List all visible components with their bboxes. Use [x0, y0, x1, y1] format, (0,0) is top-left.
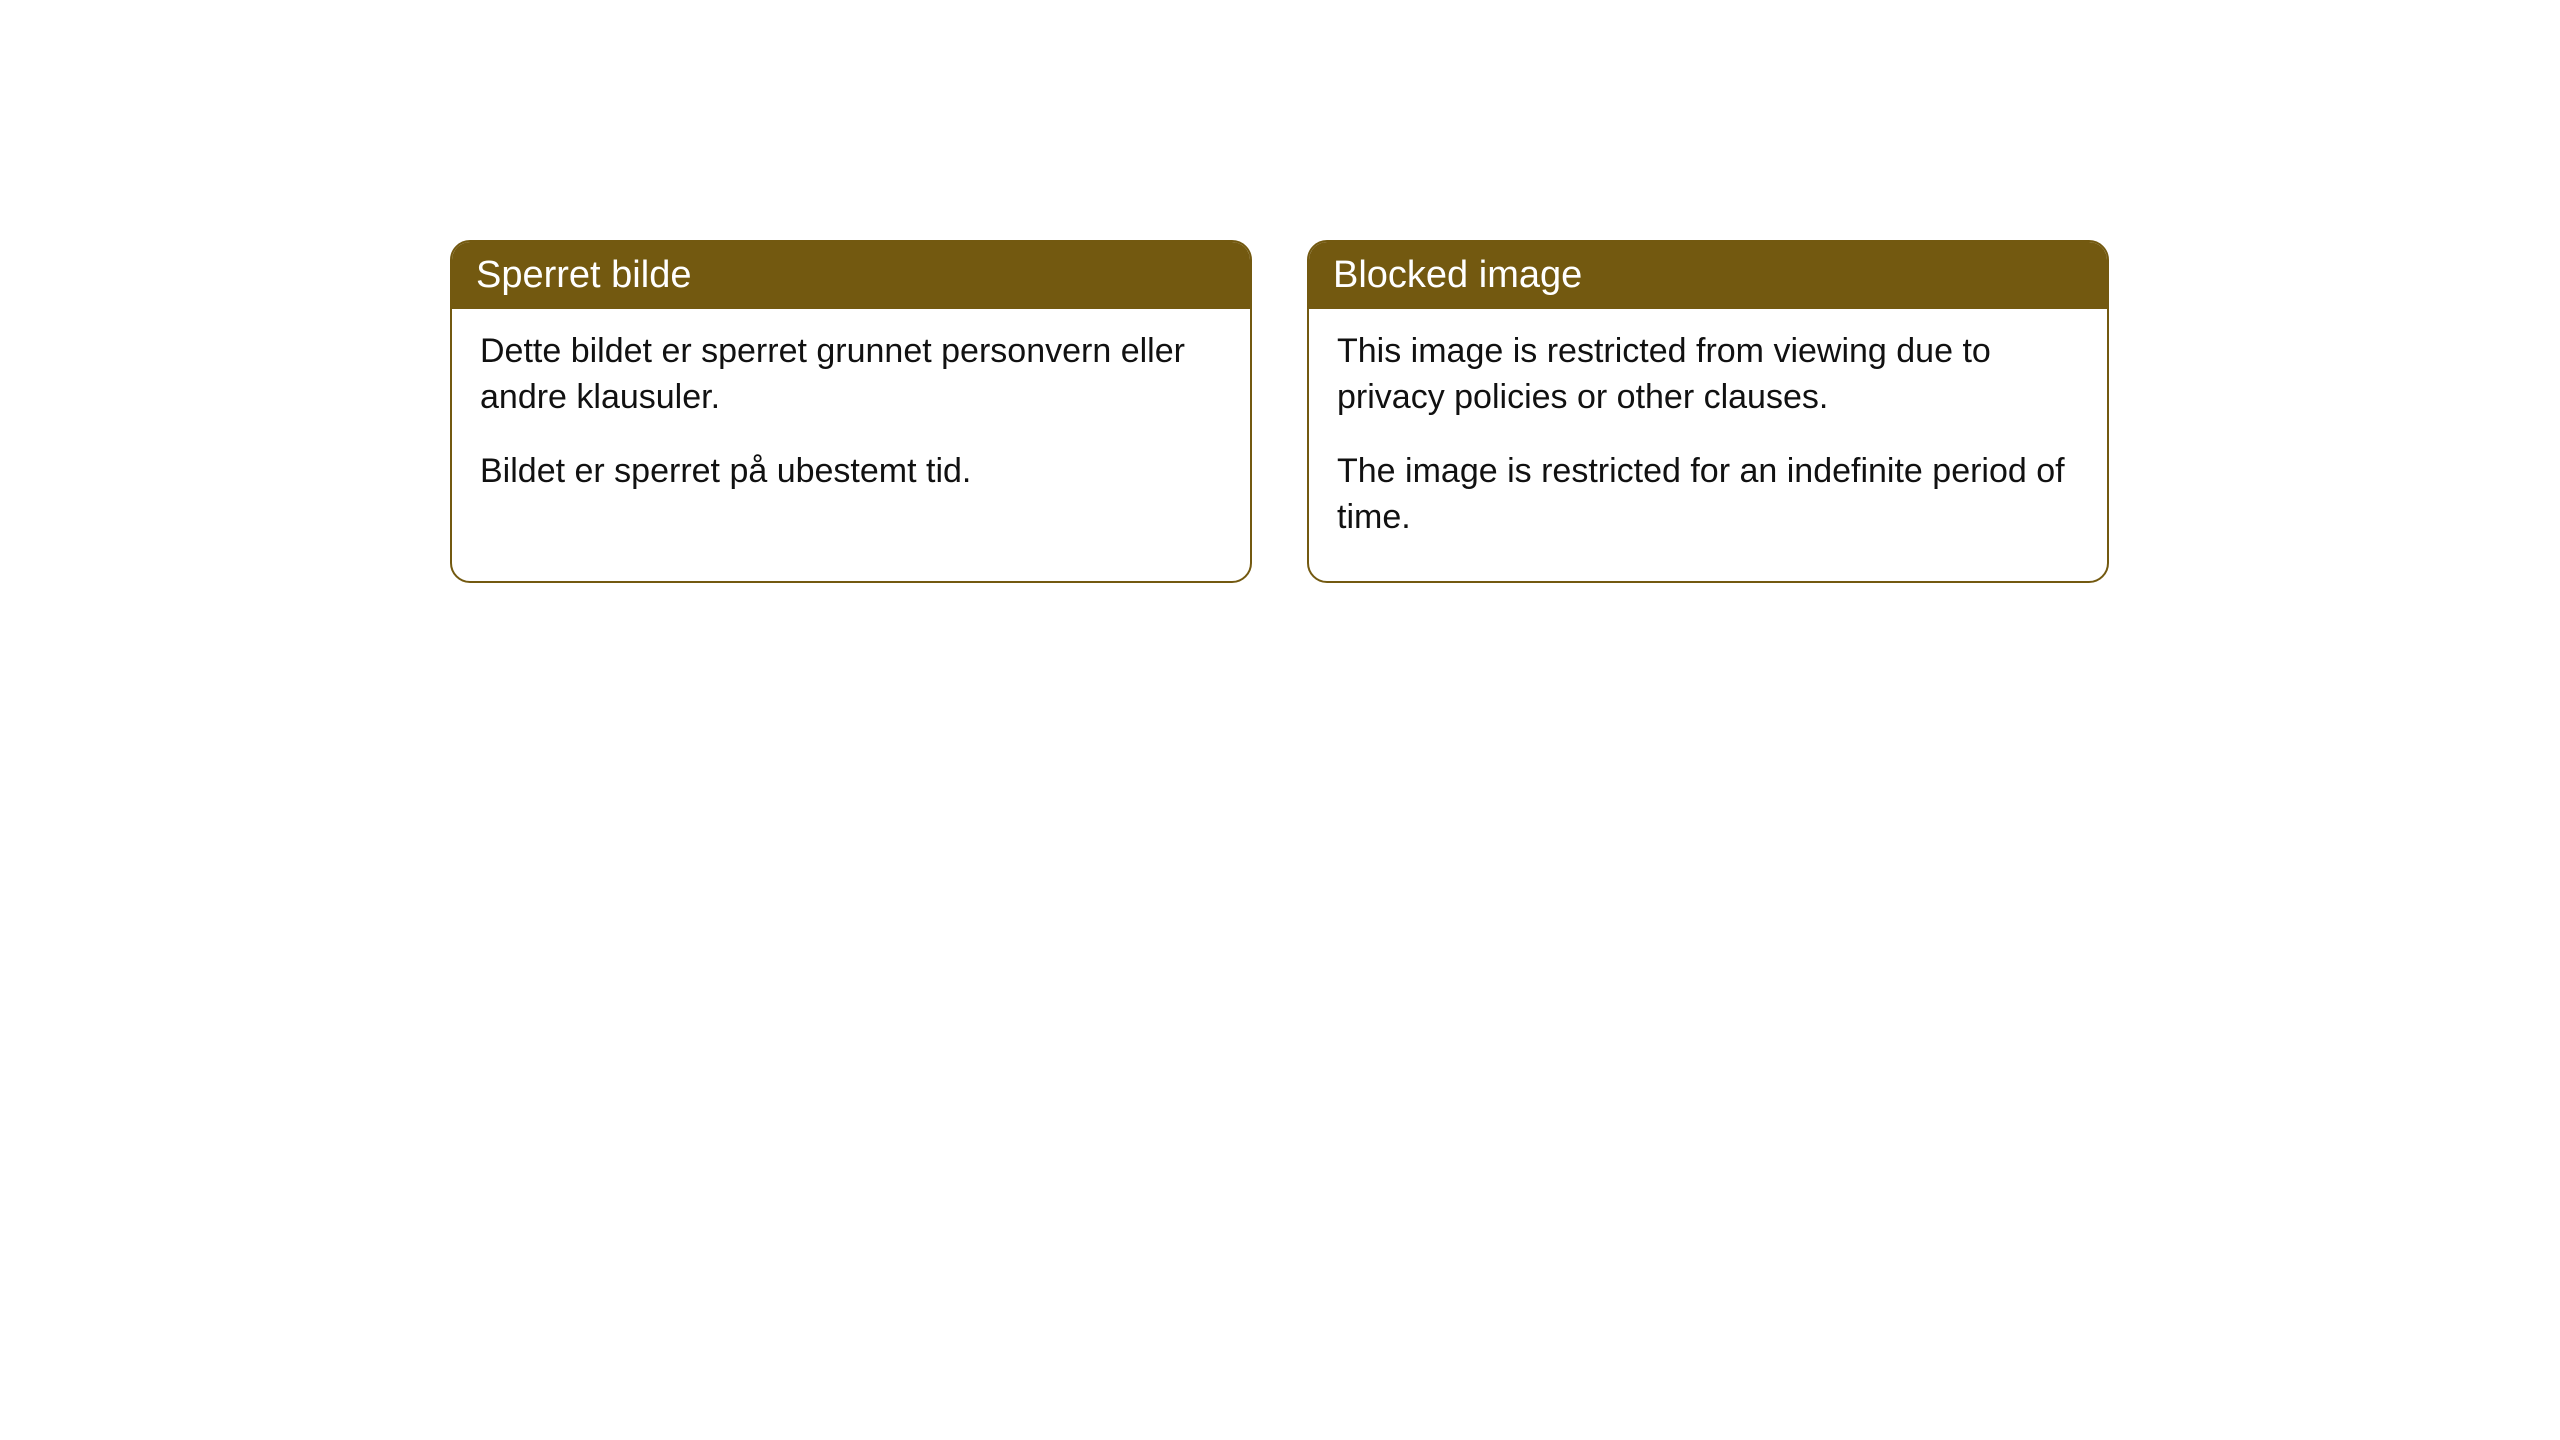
cards-container: Sperret bilde Dette bildet er sperret gr…	[450, 240, 2109, 583]
card-title: Sperret bilde	[476, 254, 691, 296]
blocked-image-card-english: Blocked image This image is restricted f…	[1307, 240, 2109, 583]
card-paragraph: Dette bildet er sperret grunnet personve…	[480, 329, 1222, 421]
card-paragraph: This image is restricted from viewing du…	[1337, 329, 2079, 421]
card-body: This image is restricted from viewing du…	[1309, 309, 2107, 581]
blocked-image-card-norwegian: Sperret bilde Dette bildet er sperret gr…	[450, 240, 1252, 583]
card-paragraph: Bildet er sperret på ubestemt tid.	[480, 449, 1222, 495]
card-header: Sperret bilde	[452, 242, 1250, 309]
card-paragraph: The image is restricted for an indefinit…	[1337, 449, 2079, 541]
card-body: Dette bildet er sperret grunnet personve…	[452, 309, 1250, 535]
card-title: Blocked image	[1333, 254, 1582, 296]
card-header: Blocked image	[1309, 242, 2107, 309]
